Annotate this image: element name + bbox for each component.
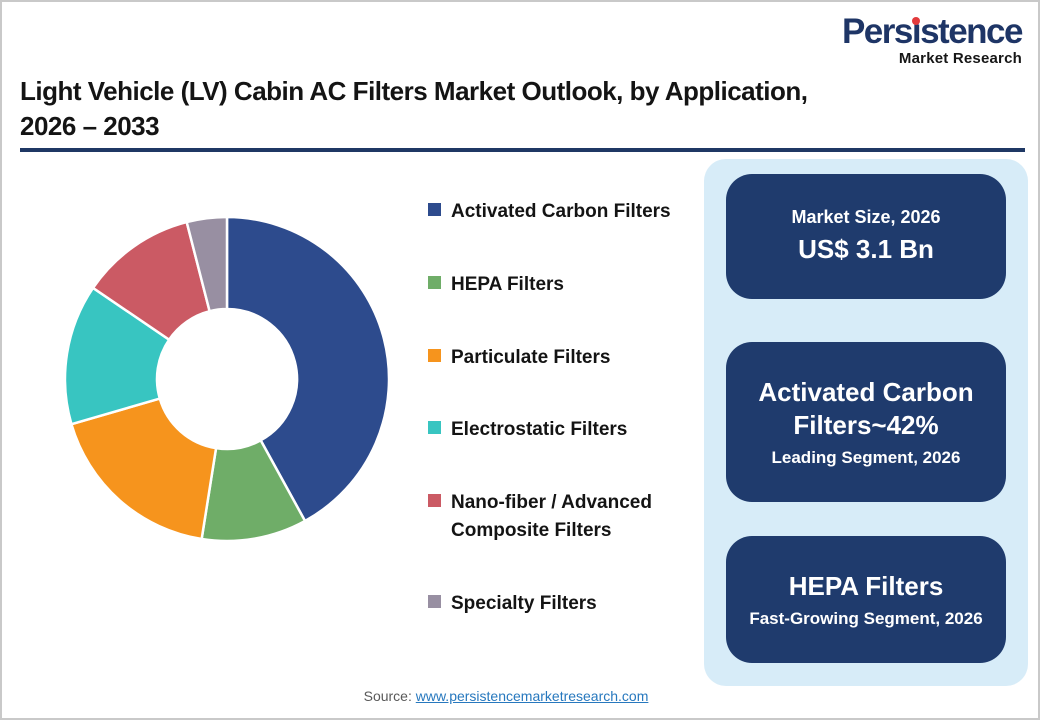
- logo-text-post: stence: [920, 12, 1023, 51]
- legend-label: Specialty Filters: [451, 592, 597, 614]
- card-sub-label: Fast-Growing Segment, 2026: [749, 609, 983, 628]
- legend-color-swatch: [428, 348, 441, 362]
- source-link[interactable]: www.persistencemarketresearch.com: [415, 688, 649, 704]
- legend-color-swatch: [428, 594, 441, 608]
- logo-text-pre: Pers: [841, 12, 913, 51]
- legend-item-4: Nano-fiber / Advanced Composite Filters: [428, 489, 693, 545]
- logo-tagline: Market Research: [898, 50, 1022, 67]
- logo-wordmark: Pers ıstence: [841, 12, 1024, 51]
- legend-item-1: HEPA Filters: [428, 271, 693, 299]
- page-title: Light Vehicle (LV) Cabin AC Filters Mark…: [20, 76, 808, 141]
- legend-item-0: Activated Carbon Filters: [428, 198, 693, 226]
- legend-label: Electrostatic Filters: [451, 419, 628, 441]
- donut-segment-0: [225, 215, 391, 523]
- pmr-logo: Pers ıstence Market Research: [841, 12, 1024, 67]
- card-main-value: Activated Carbon Filters~42%: [758, 377, 974, 440]
- legend-label: Nano-fiber / Advanced Composite Filters: [451, 492, 652, 542]
- source-label: Source:: [363, 688, 412, 704]
- donut-chart-svg: [63, 215, 391, 543]
- chart-legend: Activated Carbon Filters HEPA Filters Part…: [428, 198, 693, 618]
- logo-letter-i: ı: [911, 12, 922, 51]
- info-panel: Market Size, 2026 US$ 3.1 Bn Activated Car…: [704, 159, 1028, 686]
- info-card-1: Market Size, 2026 US$ 3.1 Bn: [726, 174, 1006, 299]
- legend-label: Particulate Filters: [451, 346, 611, 368]
- info-card-3: HEPA Filters Fast-Growing Segment, 2026: [726, 536, 1006, 663]
- card-top-label: Market Size, 2026: [791, 207, 941, 227]
- info-card-2: Activated Carbon Filters~42% Leading Segm…: [726, 342, 1006, 502]
- legend-color-swatch: [428, 203, 441, 216]
- legend-label: HEPA Filters: [451, 273, 564, 295]
- legend-color-swatch: [428, 275, 441, 289]
- card-main-value: US$ 3.1 Bn: [798, 234, 934, 264]
- logo-red-dot-icon: [911, 17, 920, 25]
- donut-segment-2: [69, 396, 218, 541]
- card-sub-label: Leading Segment, 2026: [771, 448, 961, 467]
- card-main-value: HEPA Filters: [788, 571, 944, 601]
- legend-item-3: Electrostatic Filters: [428, 416, 693, 444]
- legend-color-swatch: [428, 494, 441, 508]
- donut-chart: [59, 211, 395, 547]
- legend-label: Activated Carbon Filters: [451, 201, 671, 222]
- legend-color-swatch: [428, 421, 441, 435]
- source-line: Source: www.persistencemarketresearch.co…: [2, 688, 1010, 704]
- donut-segment-5: [185, 215, 229, 313]
- legend-item-2: Particulate Filters: [428, 344, 693, 372]
- title-underline: [20, 148, 1025, 152]
- legend-item-5: Specialty Filters: [428, 590, 693, 618]
